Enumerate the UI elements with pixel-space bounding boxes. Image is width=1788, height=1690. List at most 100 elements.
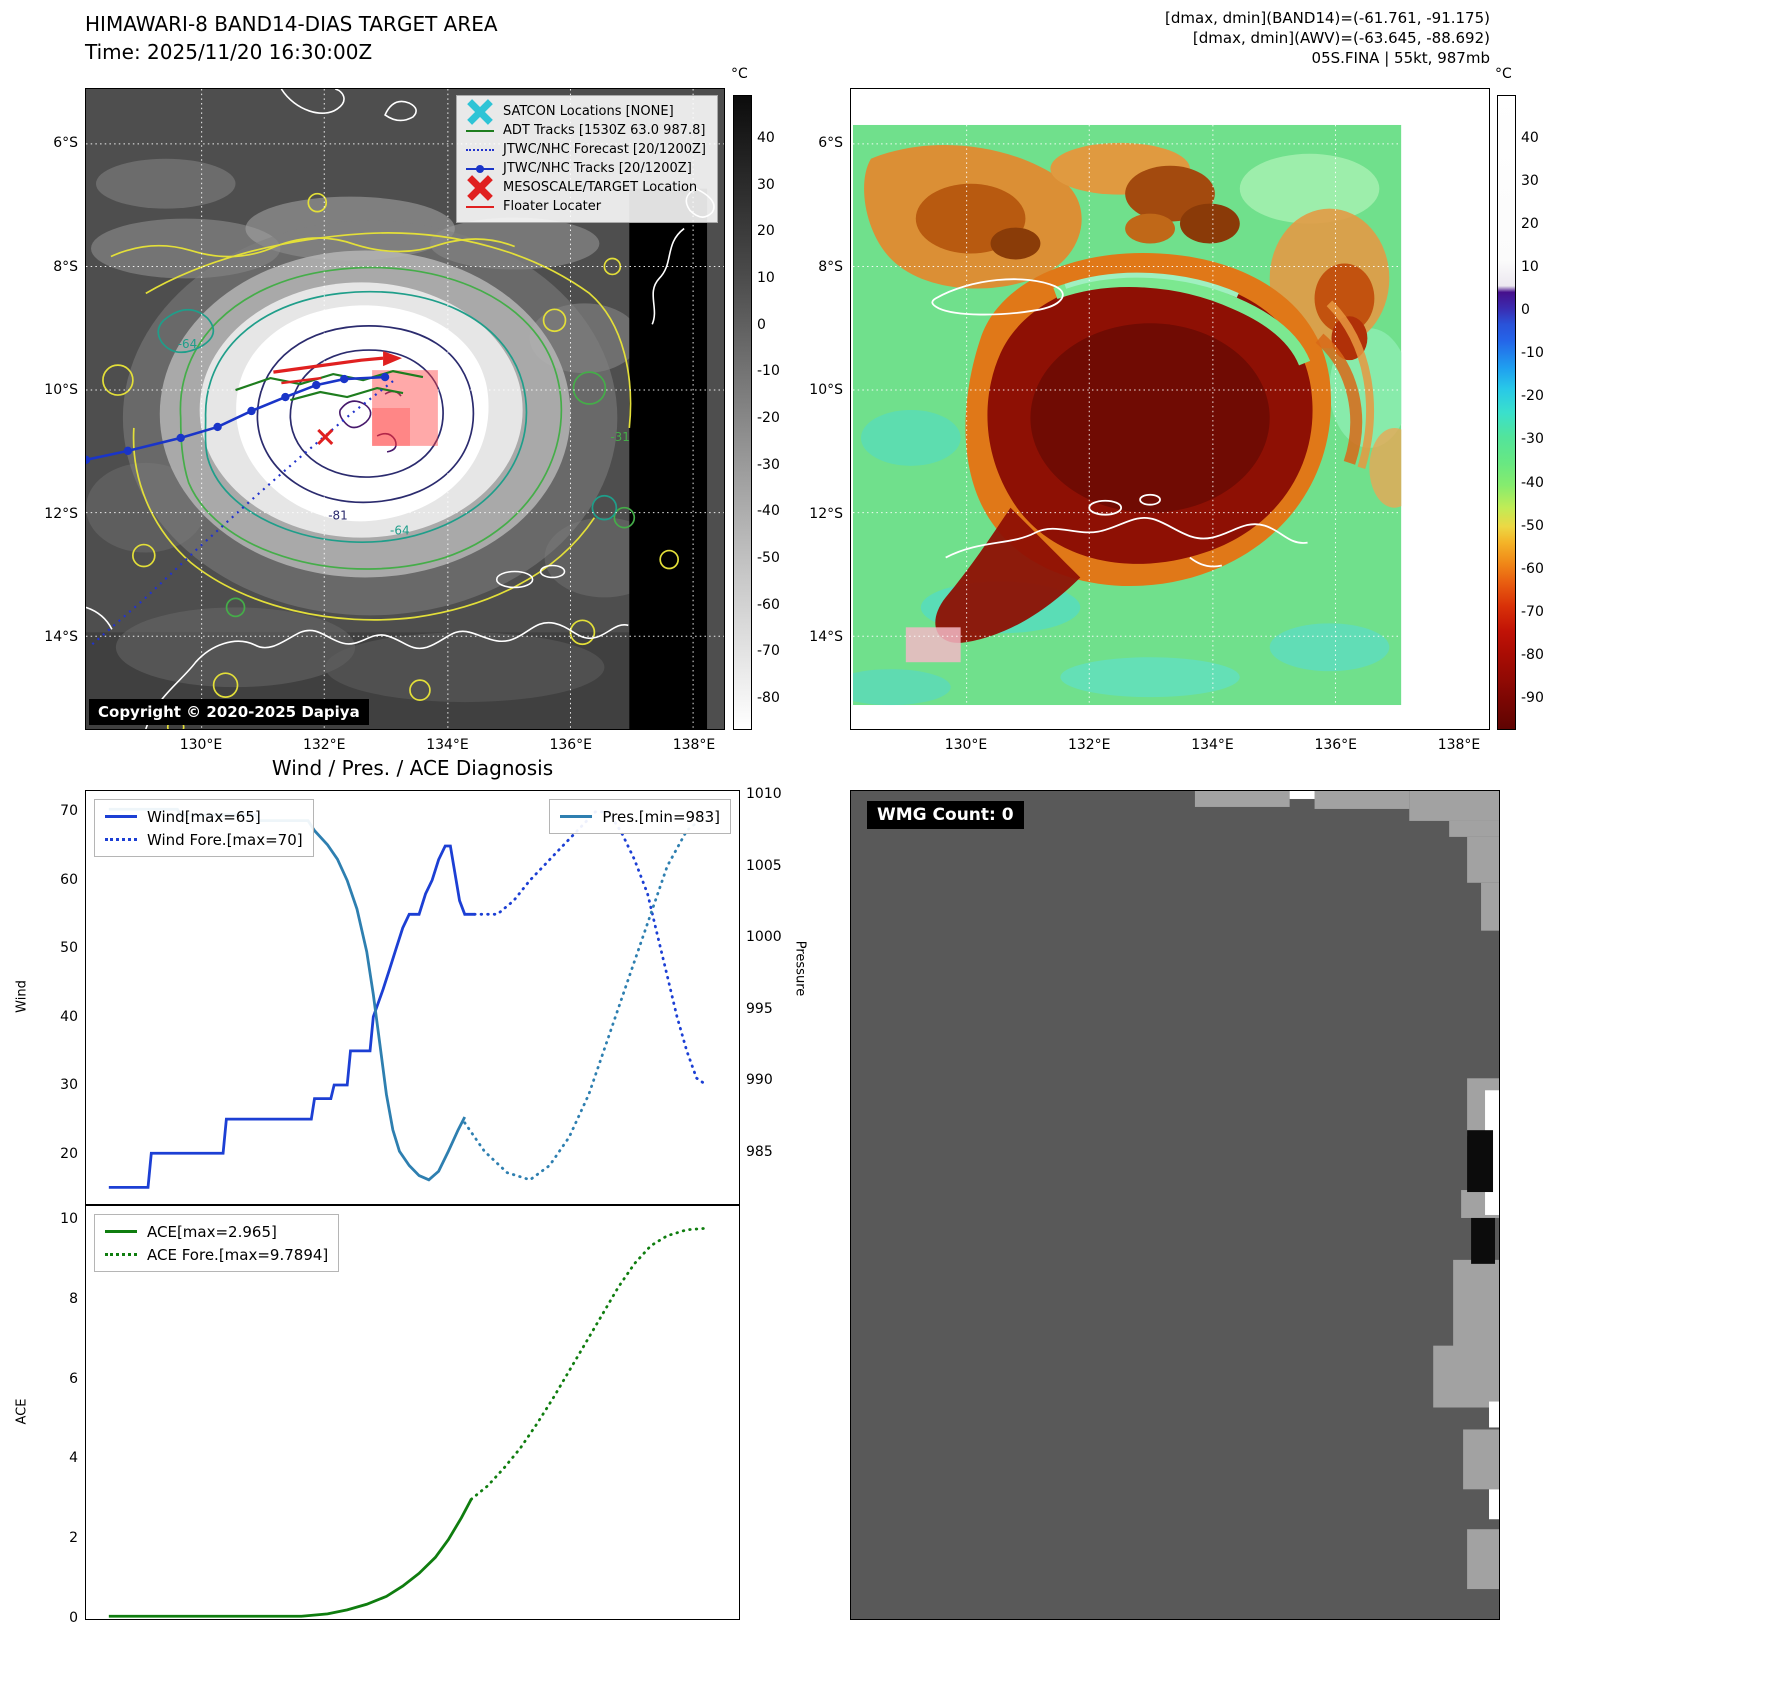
pink-patch	[905, 627, 961, 663]
colorbar-tick-label: 10	[1521, 259, 1539, 276]
colorbar-tick-label: -50	[757, 549, 780, 566]
lon-tick-label: 132°E	[302, 737, 346, 753]
colorbar-tick-label: 0	[757, 316, 766, 333]
lat-tick-label: 6°S	[53, 135, 78, 151]
legend-label: SATCON Locations [NONE]	[503, 104, 674, 119]
y-tick-label: 50	[60, 940, 78, 957]
colorbar-tick-label: 20	[1521, 216, 1539, 233]
contour-label: -64	[178, 337, 198, 351]
colorbar-tick-label: -20	[1521, 388, 1544, 405]
band14-colorbar-ticks: 40 30 20 10 0 -10 -20 -30 -40 -50 -60 -70 -80	[757, 130, 797, 706]
series-Wind Fore.[max=70]	[473, 810, 708, 1087]
lon-tick-label: 136°E	[549, 737, 593, 753]
legend-item-ace: ACE[max=2.965]	[105, 1220, 328, 1243]
colorbar-tick-label: 0	[1521, 302, 1530, 319]
lon-tick-label: 132°E	[1067, 737, 1111, 753]
floater-line-icon	[465, 205, 495, 208]
colorbar-tick-label: -30	[1521, 431, 1544, 448]
ace-line-icon	[105, 1230, 137, 1233]
y-tick-label: 60	[60, 871, 78, 888]
band14-colorbar-unit: °C	[731, 66, 748, 82]
wmg-panel: WMG Count: 0	[850, 790, 1500, 1620]
series-Wind[max=65]	[108, 844, 475, 1189]
legend-label: ACE[max=2.965]	[147, 1222, 277, 1241]
legend-item-pressure: Pres.[min=983]	[560, 805, 720, 828]
lon-tick-label: 130°E	[944, 737, 988, 753]
band14-lon-ticks: 130°E 132°E 134°E 136°E 138°E	[171, 737, 724, 753]
dmax-dmin-awv: [dmax, dmin](AWV)=(-63.645, -88.692)	[1192, 29, 1490, 47]
legend-item-wind: Wind[max=65]	[105, 805, 303, 828]
contour-value-labels: -64 -81 -64 -31	[178, 337, 630, 537]
lat-tick-label: 8°S	[818, 258, 843, 275]
legend-item-satcon: SATCON Locations [NONE]	[465, 98, 709, 125]
colorbar-tick-label: -40	[1521, 474, 1544, 491]
colorbar-tick-label: -60	[757, 596, 780, 613]
lon-tick-label: 136°E	[1314, 737, 1358, 753]
track-line-dot-icon	[465, 164, 495, 173]
colorbar-tick-label: -40	[757, 503, 780, 520]
ace-plot-area	[108, 1226, 708, 1618]
legend-label: Pres.[min=983]	[602, 807, 720, 826]
lon-tick-label: 134°E	[1191, 737, 1234, 753]
y-tick-label: 1000	[746, 929, 782, 946]
y-tick-label: 0	[69, 1609, 78, 1626]
adt-line-icon	[465, 129, 495, 132]
wind-yticks: 70 60 50 40 30 20	[36, 803, 78, 1162]
colorbar-tick-label: -10	[757, 363, 780, 380]
band14-colorbar	[733, 95, 752, 730]
map-legend: SATCON Locations [NONE] ADT Tracks [1530…	[456, 95, 718, 223]
contour-label: -64	[390, 524, 410, 538]
mesoscale-target-x-marker	[317, 428, 334, 445]
band14-title: HIMAWARI-8 BAND14-DIAS TARGET AREA	[85, 12, 498, 36]
jtwc-track	[86, 372, 390, 465]
header-info: [dmax, dmin](BAND14)=(-61.761, -91.175) …	[850, 8, 1490, 68]
pressure-yticks: 1010 1005 1000 995 990 985	[746, 786, 792, 1160]
legend-label: ACE Fore.[max=9.7894]	[147, 1245, 329, 1264]
series-Pres. Fore.	[463, 813, 708, 1182]
satcon-x-icon	[465, 97, 495, 127]
legend-label: JTWC/NHC Forecast [20/1200Z]	[503, 142, 706, 157]
lat-tick-label: 14°S	[44, 629, 78, 645]
diagnosis-title: Wind / Pres. / ACE Diagnosis	[271, 756, 554, 780]
y-tick-label: 2	[69, 1530, 78, 1547]
colorbar-tick-label: -80	[1521, 646, 1544, 663]
mesoscale-target-area-box	[372, 370, 438, 446]
contours-green	[179, 266, 636, 618]
band14-map-panel: -64 -81 -64 -31 SATCON Locations [NONE] …	[85, 88, 725, 730]
legend-item-wind-forecast: Wind Fore.[max=70]	[105, 828, 303, 851]
forecast-dotted-line-icon	[465, 148, 495, 151]
y-tick-label: 30	[60, 1077, 78, 1094]
colorbar-tick-label: 30	[757, 176, 775, 193]
colorbar-tick-label: 40	[757, 130, 775, 146]
lat-tick-label: 12°S	[809, 505, 843, 522]
floater-locater-arrow	[273, 351, 403, 385]
colorbar-tick-label: -20	[757, 409, 780, 426]
pressure-axis-label: Pressure	[792, 940, 808, 997]
storm-core-cold-blob	[935, 252, 1374, 643]
y-tick-label: 8	[69, 1290, 78, 1307]
awv-colorbar-ticks: 40 30 20 10 0 -10 -20 -30 -40 -50 -60 -70 -80 -90	[1521, 130, 1561, 706]
legend-item-jtwc-tracks: JTWC/NHC Tracks [20/1200Z]	[465, 159, 709, 178]
lon-tick-label: 138°E	[1437, 737, 1481, 753]
series-ACE[max=2.965]	[108, 1498, 473, 1618]
wind-line-icon	[105, 815, 137, 818]
series-Pres.[min=983]	[108, 807, 466, 1182]
coastlines	[931, 278, 1308, 568]
y-tick-label: 985	[746, 1143, 773, 1160]
wind-forecast-line-icon	[105, 838, 137, 841]
legend-item-mesoscale-target: MESOSCALE/TARGET Location	[465, 174, 709, 201]
y-tick-label: 40	[60, 1008, 78, 1025]
colorbar-tick-label: 40	[1521, 130, 1539, 146]
contours-navy	[256, 325, 475, 504]
adt-tracks	[235, 369, 424, 402]
wind-axis-label: Wind	[14, 980, 30, 1013]
awv-map-panel	[850, 88, 1490, 730]
time-label: Time: 2025/11/20 16:30:00Z	[85, 40, 373, 64]
wmg-count-badge: WMG Count: 0	[867, 801, 1024, 829]
legend-label: ADT Tracks [1530Z 63.0 987.8]	[503, 123, 706, 138]
y-tick-label: 10	[60, 1211, 78, 1227]
warm-orange-regions	[864, 142, 1402, 508]
lat-tick-label: 6°S	[818, 135, 843, 151]
lat-tick-label: 14°S	[809, 629, 843, 645]
